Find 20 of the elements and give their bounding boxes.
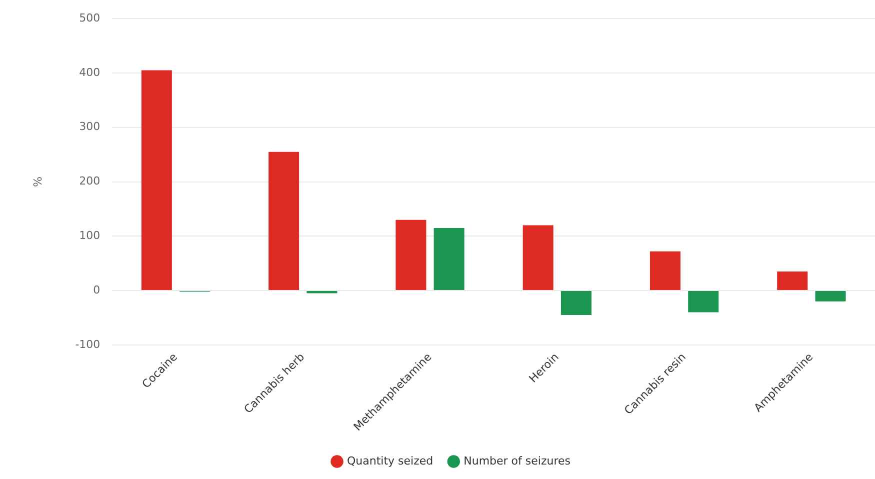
bar bbox=[688, 291, 719, 312]
legend-label: Quantity seized bbox=[347, 454, 434, 468]
y-axis-title: % bbox=[31, 176, 44, 187]
y-tick-label: 0 bbox=[93, 283, 100, 296]
bar bbox=[522, 225, 554, 290]
y-tick-label: 200 bbox=[79, 174, 100, 188]
y-tick-label: 500 bbox=[79, 11, 100, 24]
bar bbox=[434, 228, 464, 290]
bar bbox=[560, 291, 592, 316]
y-tick-label: 400 bbox=[79, 66, 100, 79]
bar bbox=[396, 220, 426, 290]
bar bbox=[268, 152, 300, 290]
bar bbox=[777, 272, 808, 290]
legend-label: Number of seizures bbox=[464, 454, 571, 468]
y-tick-label: 300 bbox=[79, 120, 100, 134]
bar bbox=[815, 291, 846, 302]
bar bbox=[141, 70, 172, 290]
bar bbox=[650, 251, 680, 290]
y-tick-label: -100 bbox=[75, 338, 100, 351]
y-tick-label: 100 bbox=[79, 229, 100, 242]
